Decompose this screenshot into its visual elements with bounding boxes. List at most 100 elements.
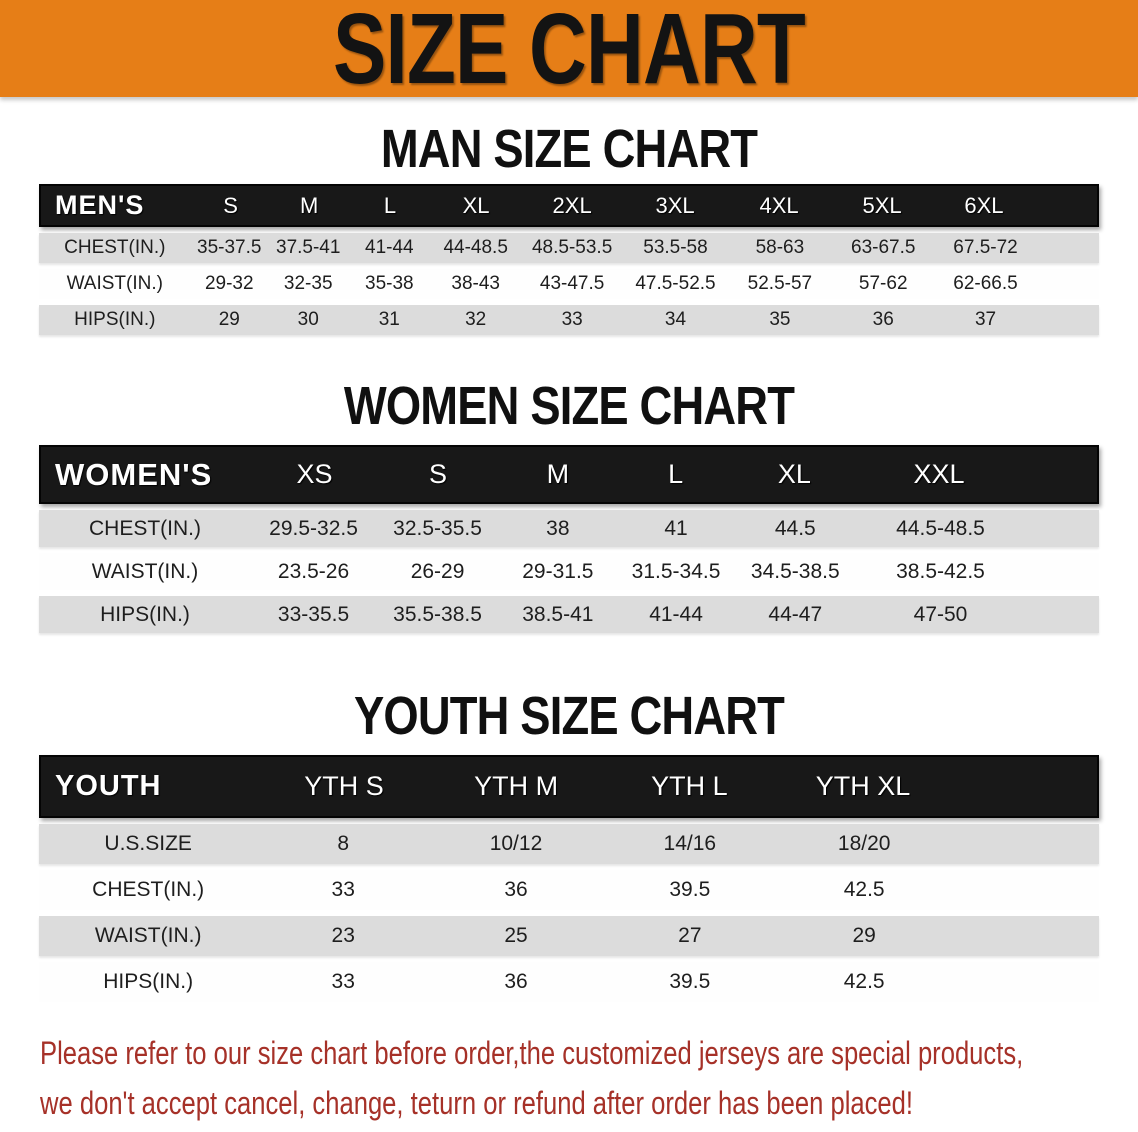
men-table-header: MEN'S S M L XL 2XL 3XL 4XL 5XL 6XL <box>39 184 1099 227</box>
size-value: 44.5-48.5 <box>896 516 985 540</box>
table-row: WAIST(IN.) 29-32 32-35 35-38 38-43 43-47… <box>39 269 1099 299</box>
man-size-chart-heading-text: MAN SIZE CHART <box>380 119 758 179</box>
column-header: 3XL <box>655 192 695 218</box>
column-header: M <box>300 192 319 218</box>
column-header: 2XL <box>552 192 592 218</box>
size-value: 47-50 <box>913 602 968 626</box>
size-value: 67.5-72 <box>953 237 1018 258</box>
size-value: 33 <box>561 309 583 330</box>
size-value: 33-35.5 <box>277 602 350 626</box>
size-value: 32-35 <box>283 273 333 294</box>
size-value: 37.5-41 <box>276 237 341 258</box>
size-value: 57-62 <box>858 273 908 294</box>
column-header: YTH S <box>304 771 384 801</box>
size-value: 34.5-38.5 <box>750 559 840 583</box>
size-value: 41-44 <box>649 602 703 626</box>
table-row: HIPS(IN.) 33-35.5 35.5-38.5 38.5-41 41-4… <box>39 596 1099 633</box>
size-value: 10/12 <box>489 832 543 855</box>
men-size-table: MEN'S S M L XL 2XL 3XL 4XL 5XL 6XL CHEST… <box>39 184 1099 335</box>
row-label: HIPS(IN.) <box>100 602 190 626</box>
size-value: 31.5-34.5 <box>631 559 721 583</box>
size-value: 62-66.5 <box>953 273 1018 294</box>
table-row: CHEST(IN.) 35-37.5 37.5-41 41-44 44-48.5… <box>39 233 1099 263</box>
size-value: 38.5-41 <box>522 602 594 626</box>
size-value: 8 <box>337 832 350 855</box>
size-value: 41-44 <box>365 237 414 258</box>
size-value: 53.5-58 <box>643 237 708 258</box>
size-value: 30 <box>297 309 319 330</box>
size-value: 23 <box>331 924 355 947</box>
column-header: YTH XL <box>815 771 911 801</box>
size-value: 31 <box>378 309 400 330</box>
men-table-header-label: MEN'S <box>55 190 145 220</box>
table-row: HIPS(IN.) 33 36 39.5 42.5 <box>39 962 1099 1002</box>
row-label: U.S.SIZE <box>104 832 192 855</box>
size-value: 38.5-42.5 <box>896 559 985 583</box>
column-header: M <box>546 459 570 489</box>
size-value: 32.5-35.5 <box>393 516 482 540</box>
column-header: YTH L <box>651 771 728 801</box>
table-row: WAIST(IN.) 23.5-26 26-29 29-31.5 31.5-34… <box>39 553 1099 590</box>
size-value: 33 <box>331 970 355 993</box>
size-value: 42.5 <box>843 878 885 901</box>
row-label: CHEST(IN.) <box>92 878 205 901</box>
column-header: S <box>223 192 238 218</box>
man-size-chart-heading: MAN SIZE CHART <box>0 122 1138 176</box>
size-value: 36 <box>504 878 528 901</box>
size-value: 36 <box>504 970 528 993</box>
youth-size-table: YOUTH YTH S YTH M YTH L YTH XL U.S.SIZE … <box>39 755 1099 1002</box>
size-value: 29.5-32.5 <box>269 516 358 540</box>
table-row: U.S.SIZE 8 10/12 14/16 18/20 <box>39 824 1099 864</box>
size-value: 23.5-26 <box>277 559 350 583</box>
size-chart-title: SIZE CHART <box>333 0 806 105</box>
women-table-header-label: WOMEN'S <box>55 456 213 492</box>
youth-table-header: YOUTH YTH S YTH M YTH L YTH XL <box>39 755 1099 818</box>
table-row: CHEST(IN.) 29.5-32.5 32.5-35.5 38 41 44.… <box>39 510 1099 547</box>
size-value: 35.5-38.5 <box>393 602 482 626</box>
size-value: 14/16 <box>663 832 717 855</box>
size-value: 41 <box>664 516 688 540</box>
row-label: CHEST(IN.) <box>89 516 201 540</box>
table-row: HIPS(IN.) 29 30 31 32 33 34 35 36 37 <box>39 305 1099 335</box>
row-label: WAIST(IN.) <box>94 924 202 947</box>
size-value: 29-31.5 <box>522 559 594 583</box>
size-value: 38 <box>546 516 570 540</box>
size-value: 39.5 <box>669 878 711 901</box>
youth-size-chart-heading-text: YOUTH SIZE CHART <box>353 686 785 746</box>
table-row: WAIST(IN.) 23 25 27 29 <box>39 916 1099 956</box>
size-value: 18/20 <box>837 832 891 855</box>
column-header: YTH M <box>474 771 559 801</box>
size-value: 44-47 <box>768 602 823 626</box>
size-value: 63-67.5 <box>851 237 916 258</box>
size-value: 42.5 <box>843 970 885 993</box>
size-value: 43-47.5 <box>539 273 605 294</box>
row-label: WAIST(IN.) <box>66 273 163 294</box>
size-value: 47.5-52.5 <box>635 273 716 294</box>
size-value: 29 <box>852 924 876 947</box>
youth-size-chart-heading: YOUTH SIZE CHART <box>0 689 1138 743</box>
size-value: 52.5-57 <box>747 273 813 294</box>
size-value: 26-29 <box>410 559 465 583</box>
size-value: 29-32 <box>204 273 254 294</box>
column-header: 4XL <box>759 192 799 218</box>
size-value: 35 <box>769 309 791 330</box>
women-size-chart-heading: WOMEN SIZE CHART <box>0 379 1138 433</box>
row-label: HIPS(IN.) <box>74 309 156 330</box>
column-header: XL <box>777 459 811 489</box>
table-row: CHEST(IN.) 33 36 39.5 42.5 <box>39 870 1099 910</box>
women-size-table: WOMEN'S XS S M L XL XXL CHEST(IN.) 29.5-… <box>39 445 1099 633</box>
size-value: 48.5-53.5 <box>531 237 613 258</box>
column-header: XL <box>462 192 490 218</box>
column-header: L <box>383 192 397 218</box>
size-value: 44-48.5 <box>443 237 508 258</box>
size-value: 38-43 <box>451 273 500 294</box>
size-value: 34 <box>664 309 687 330</box>
size-value: 39.5 <box>669 970 711 993</box>
disclaimer-text: Please refer to our size chart before or… <box>0 1028 1138 1128</box>
women-table-header: WOMEN'S XS S M L XL XXL <box>39 445 1099 504</box>
row-label: CHEST(IN.) <box>64 237 166 258</box>
size-value: 29 <box>218 309 240 330</box>
size-value: 58-63 <box>755 237 805 258</box>
size-value: 36 <box>872 309 894 330</box>
size-value: 33 <box>331 878 355 901</box>
